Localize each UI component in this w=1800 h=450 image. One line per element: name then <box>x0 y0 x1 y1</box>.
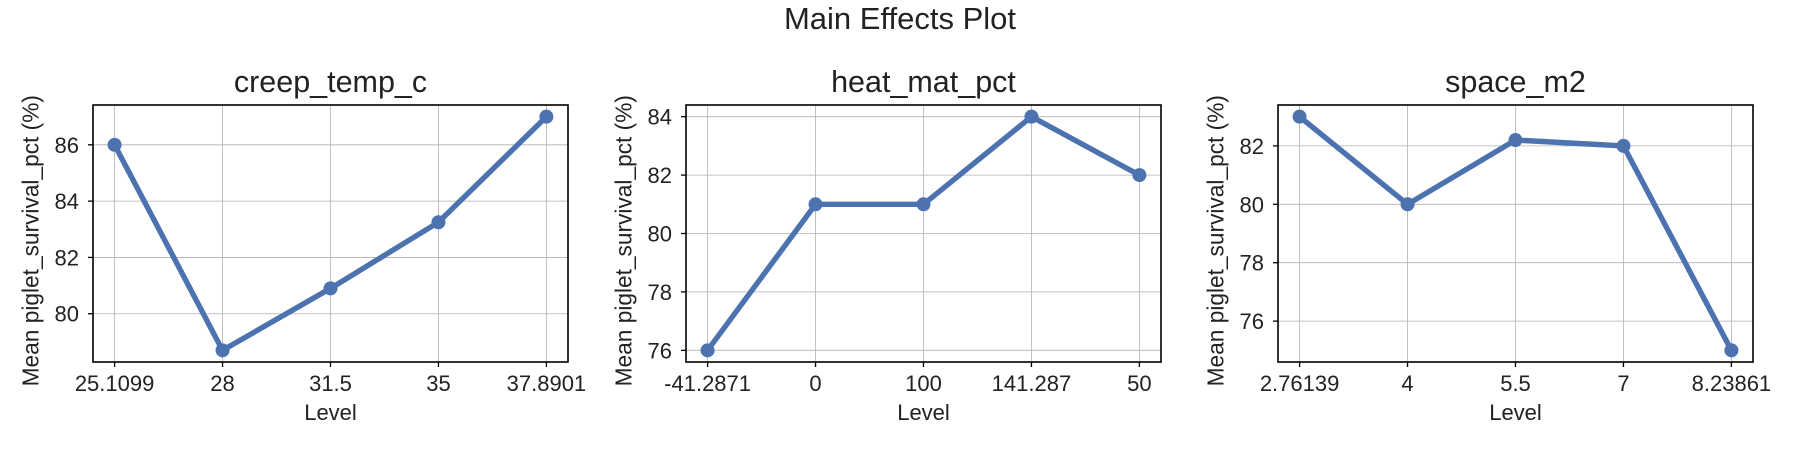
svg-text:8.23861: 8.23861 <box>1692 371 1772 396</box>
svg-text:space_m2: space_m2 <box>1445 65 1586 99</box>
svg-text:heat_mat_pct: heat_mat_pct <box>831 65 1016 99</box>
svg-text:80: 80 <box>55 302 79 327</box>
svg-text:86: 86 <box>55 133 79 158</box>
svg-text:28: 28 <box>210 371 234 396</box>
svg-text:82: 82 <box>1240 134 1264 159</box>
svg-text:creep_temp_c: creep_temp_c <box>234 65 427 99</box>
svg-text:0: 0 <box>809 371 821 396</box>
svg-text:Main Effects Plot: Main Effects Plot <box>784 1 1016 36</box>
svg-text:84: 84 <box>55 189 79 214</box>
svg-text:7: 7 <box>1617 371 1629 396</box>
svg-text:Mean piglet_survival_pct (%): Mean piglet_survival_pct (%) <box>1203 95 1229 386</box>
svg-text:82: 82 <box>55 245 79 270</box>
svg-text:Level: Level <box>1489 400 1542 425</box>
svg-text:31.5: 31.5 <box>309 371 352 396</box>
svg-text:78: 78 <box>648 280 672 305</box>
svg-text:35: 35 <box>426 371 450 396</box>
svg-text:5.5: 5.5 <box>1500 371 1531 396</box>
svg-text:84: 84 <box>648 105 672 130</box>
svg-text:100: 100 <box>905 371 942 396</box>
svg-text:50: 50 <box>1127 371 1151 396</box>
svg-text:82: 82 <box>648 163 672 188</box>
svg-text:4: 4 <box>1401 371 1413 396</box>
svg-text:141.287: 141.287 <box>992 371 1072 396</box>
svg-text:25.1099: 25.1099 <box>75 371 155 396</box>
svg-text:-41.2871: -41.2871 <box>664 371 751 396</box>
svg-text:80: 80 <box>648 222 672 247</box>
svg-text:37.8901: 37.8901 <box>507 371 587 396</box>
svg-text:76: 76 <box>1240 309 1264 334</box>
svg-text:Level: Level <box>304 400 357 425</box>
svg-text:80: 80 <box>1240 192 1264 217</box>
svg-text:78: 78 <box>1240 251 1264 276</box>
svg-text:2.76139: 2.76139 <box>1260 371 1340 396</box>
svg-text:Mean piglet_survival_pct (%): Mean piglet_survival_pct (%) <box>611 95 637 386</box>
svg-text:76: 76 <box>648 338 672 363</box>
svg-text:Mean piglet_survival_pct (%): Mean piglet_survival_pct (%) <box>18 95 44 386</box>
svg-text:Level: Level <box>897 400 950 425</box>
